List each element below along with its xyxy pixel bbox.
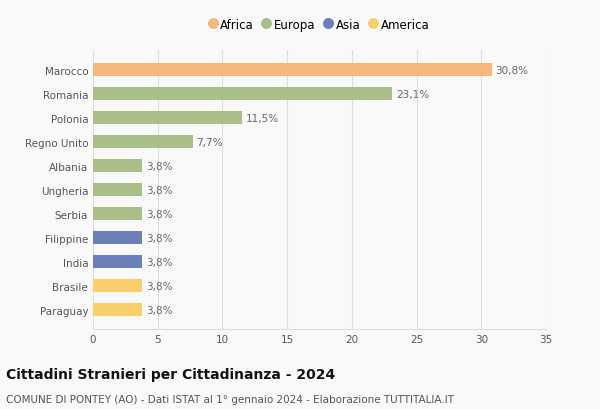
Bar bbox=[93, 256, 142, 269]
Text: 7,7%: 7,7% bbox=[197, 137, 223, 147]
Text: 3,8%: 3,8% bbox=[146, 161, 173, 171]
Legend: Africa, Europa, Asia, America: Africa, Europa, Asia, America bbox=[206, 15, 433, 35]
Bar bbox=[93, 303, 142, 317]
Text: COMUNE DI PONTEY (AO) - Dati ISTAT al 1° gennaio 2024 - Elaborazione TUTTITALIA.: COMUNE DI PONTEY (AO) - Dati ISTAT al 1°… bbox=[6, 393, 454, 404]
Bar bbox=[93, 279, 142, 292]
Bar bbox=[93, 160, 142, 173]
Text: 3,8%: 3,8% bbox=[146, 185, 173, 195]
Text: Cittadini Stranieri per Cittadinanza - 2024: Cittadini Stranieri per Cittadinanza - 2… bbox=[6, 367, 335, 381]
Bar bbox=[93, 64, 491, 77]
Text: 11,5%: 11,5% bbox=[246, 113, 279, 123]
Text: 3,8%: 3,8% bbox=[146, 233, 173, 243]
Text: 3,8%: 3,8% bbox=[146, 209, 173, 219]
Bar bbox=[93, 136, 193, 149]
Bar bbox=[93, 184, 142, 197]
Bar bbox=[93, 207, 142, 221]
Bar bbox=[93, 88, 392, 101]
Bar bbox=[93, 231, 142, 245]
Text: 30,8%: 30,8% bbox=[496, 65, 529, 75]
Bar bbox=[93, 112, 242, 125]
Text: 23,1%: 23,1% bbox=[396, 89, 429, 99]
Text: 3,8%: 3,8% bbox=[146, 257, 173, 267]
Text: 3,8%: 3,8% bbox=[146, 281, 173, 291]
Text: 3,8%: 3,8% bbox=[146, 305, 173, 315]
